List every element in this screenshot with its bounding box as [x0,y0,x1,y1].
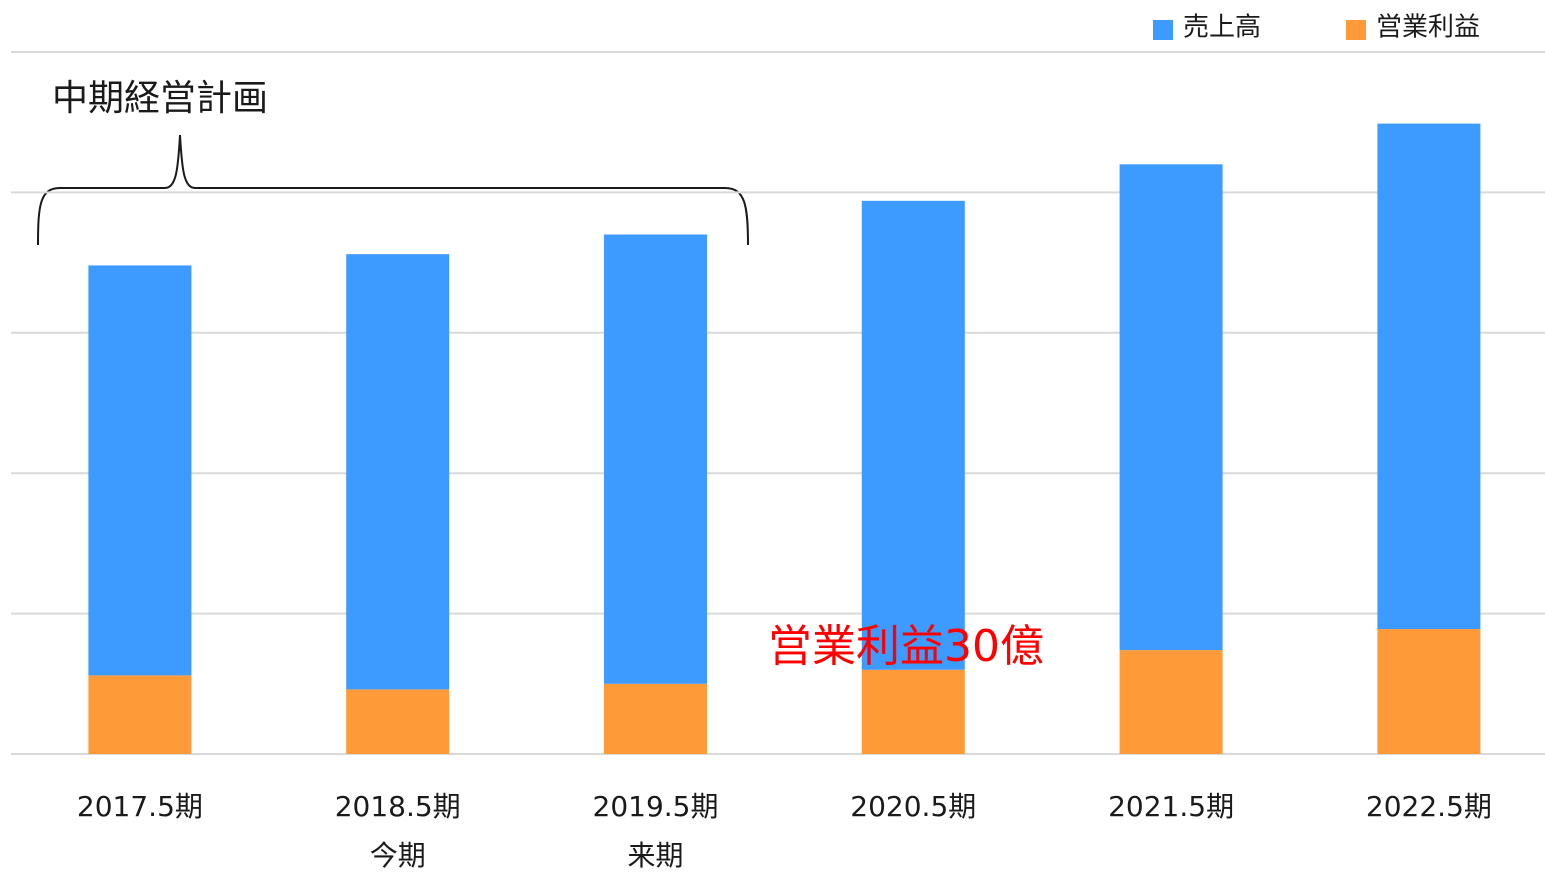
brace [37,134,749,246]
bar-segment [346,689,450,754]
bar-segment [604,234,707,684]
x-tick-label: 2020.5期 [850,790,976,823]
x-tick-label: 2018.5期 [335,790,461,823]
bar-segment [1377,629,1481,754]
legend-label: 売上高 [1183,13,1261,43]
legend-label: 営業利益 [1376,13,1480,43]
x-tick-label: 2021.5期 [1108,790,1234,823]
bar-segment [1119,650,1223,754]
bar-segment [1119,164,1223,651]
bar-segment [88,265,192,676]
annotation: 営業利益30億 [768,621,1044,672]
chart-title: 中期経営計画 [52,78,268,119]
x-tick-label: 2017.5期 [77,790,203,823]
x-tick-sublabel: 来期 [627,839,683,872]
x-tick-sublabel: 今期 [370,839,426,872]
bar-segment [346,254,450,690]
x-tick-label: 2019.5期 [593,790,719,823]
bar-segment [861,200,965,670]
legend-swatch [1346,20,1366,40]
legend-swatch [1153,20,1173,40]
bar-segment [861,669,965,754]
bar-segment [604,683,707,754]
x-tick-label: 2022.5期 [1366,790,1492,823]
bar-segment [88,675,192,754]
bar-segment [1377,123,1481,630]
